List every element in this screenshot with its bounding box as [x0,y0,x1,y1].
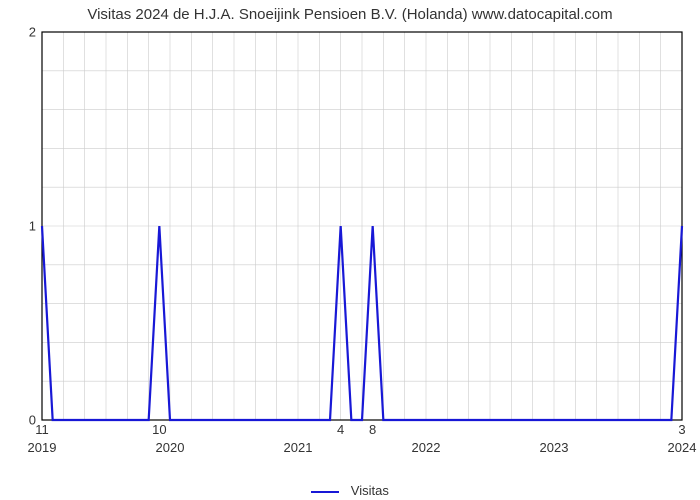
x-tick-label: 2020 [156,440,185,455]
legend: Visitas [0,483,700,498]
point-annotation: 4 [337,422,344,437]
y-tick-label: 2 [20,25,36,40]
point-annotation: 3 [678,422,685,437]
plot-area [42,32,682,420]
y-tick-label: 1 [20,219,36,234]
y-tick-label: 0 [20,413,36,428]
legend-label: Visitas [351,483,389,498]
chart-title: Visitas 2024 de H.J.A. Snoeijink Pensioe… [0,6,700,23]
x-tick-label: 2019 [28,440,57,455]
chart-container: Visitas 2024 de H.J.A. Snoeijink Pensioe… [0,0,700,500]
x-tick-label: 2022 [412,440,441,455]
x-tick-label: 2023 [540,440,569,455]
x-tick-label: 2021 [284,440,313,455]
point-annotation: 11 [35,422,49,437]
legend-swatch [311,491,339,493]
x-tick-label: 2024 [668,440,697,455]
point-annotation: 10 [152,422,166,437]
point-annotation: 8 [369,422,376,437]
